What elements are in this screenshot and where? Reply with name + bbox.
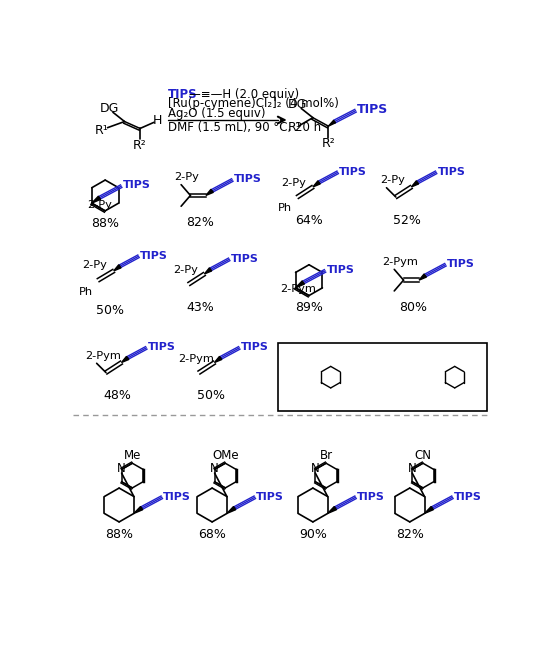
Text: OMe: OMe	[212, 449, 239, 462]
Polygon shape	[328, 507, 337, 514]
Text: 2-Py: 2-Py	[87, 200, 112, 210]
Text: TIPS: TIPS	[327, 265, 354, 275]
Text: 2-Pym =: 2-Pym =	[393, 352, 444, 365]
Text: TIPS: TIPS	[148, 342, 175, 352]
Polygon shape	[92, 196, 101, 203]
Polygon shape	[134, 507, 143, 514]
Text: —≡—H (2.0 equiv): —≡—H (2.0 equiv)	[189, 88, 299, 101]
Text: [Ru(p-cymene)Cl₂]₂ (4 mol%): [Ru(p-cymene)Cl₂]₂ (4 mol%)	[168, 97, 339, 111]
Polygon shape	[411, 181, 419, 187]
Text: TIPS: TIPS	[231, 254, 258, 263]
Text: ~: ~	[326, 386, 336, 399]
Text: N: N	[460, 367, 468, 377]
Text: 2-Pym: 2-Pym	[280, 285, 316, 294]
Text: 50%: 50%	[96, 305, 124, 318]
Text: H: H	[153, 115, 163, 127]
Text: 2-Pym: 2-Pym	[178, 354, 214, 364]
Text: TIPS: TIPS	[123, 181, 151, 190]
Text: Ph: Ph	[79, 287, 93, 298]
Polygon shape	[227, 507, 236, 514]
Text: 2-Py =: 2-Py =	[284, 352, 324, 365]
Text: N: N	[450, 383, 459, 393]
Polygon shape	[114, 265, 121, 271]
Text: TIPS: TIPS	[234, 174, 262, 184]
Text: 2-Py: 2-Py	[174, 172, 199, 182]
Text: 88%: 88%	[91, 217, 119, 230]
Polygon shape	[419, 274, 426, 280]
Text: 52%: 52%	[393, 214, 421, 226]
Text: TIPS: TIPS	[447, 259, 475, 269]
Text: 88%: 88%	[105, 528, 133, 541]
Text: 68%: 68%	[198, 528, 226, 541]
Text: DG: DG	[288, 98, 307, 111]
Polygon shape	[313, 181, 320, 187]
FancyBboxPatch shape	[278, 344, 487, 411]
Text: 64%: 64%	[295, 214, 323, 226]
Text: TIPS: TIPS	[241, 342, 269, 352]
Text: 82%: 82%	[396, 528, 424, 541]
Text: 48%: 48%	[103, 389, 131, 402]
Text: N: N	[336, 367, 344, 377]
Text: CN: CN	[415, 449, 431, 462]
Text: 2-Pym: 2-Pym	[382, 257, 417, 267]
Text: TIPS: TIPS	[339, 166, 367, 177]
Text: TIPS: TIPS	[168, 88, 197, 101]
Text: 2-Py: 2-Py	[173, 265, 198, 275]
Text: 82%: 82%	[186, 216, 214, 229]
Text: 50%: 50%	[196, 389, 224, 402]
Polygon shape	[122, 356, 129, 362]
Text: R¹: R¹	[95, 124, 109, 137]
Text: DMF (1.5 mL), 90 °C, 20 h: DMF (1.5 mL), 90 °C, 20 h	[168, 121, 321, 134]
Text: N: N	[408, 462, 416, 475]
Text: 2-Pym: 2-Pym	[85, 351, 121, 360]
Text: N: N	[117, 462, 126, 475]
Polygon shape	[295, 281, 305, 288]
Text: 2-Py: 2-Py	[380, 175, 405, 185]
Text: ~: ~	[449, 386, 460, 399]
Text: 89%: 89%	[295, 302, 323, 314]
Text: 90%: 90%	[299, 528, 327, 541]
Polygon shape	[205, 268, 212, 274]
Text: TIPS: TIPS	[163, 492, 191, 501]
Text: Ag₂O (1.5 equiv): Ag₂O (1.5 equiv)	[168, 107, 266, 120]
Text: R¹: R¹	[288, 121, 301, 134]
Text: DG: DG	[100, 102, 119, 115]
Polygon shape	[206, 190, 213, 195]
Text: 2-Py: 2-Py	[281, 178, 306, 188]
Text: Ph: Ph	[278, 203, 292, 213]
Text: 43%: 43%	[186, 301, 214, 314]
Text: TIPS: TIPS	[357, 492, 385, 501]
Text: TIPS: TIPS	[454, 492, 482, 501]
Text: N: N	[210, 462, 219, 475]
Text: TIPS: TIPS	[357, 103, 388, 116]
Text: Br: Br	[320, 449, 333, 462]
Text: R²: R²	[133, 139, 147, 152]
Text: 2-Py: 2-Py	[82, 259, 107, 270]
Polygon shape	[328, 120, 336, 126]
Text: TIPS: TIPS	[140, 250, 168, 261]
Text: Me: Me	[124, 449, 141, 462]
Text: TIPS: TIPS	[256, 492, 284, 501]
Polygon shape	[425, 507, 433, 514]
Text: 80%: 80%	[400, 301, 428, 314]
Text: TIPS: TIPS	[438, 166, 465, 177]
Polygon shape	[214, 356, 222, 362]
Text: N: N	[311, 462, 320, 475]
Text: R²: R²	[322, 137, 336, 149]
